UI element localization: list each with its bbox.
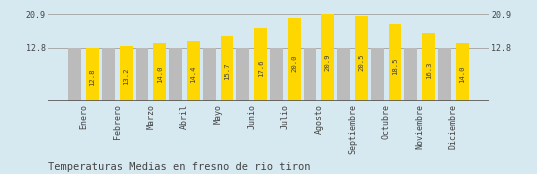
Text: 20.9: 20.9 — [325, 53, 331, 71]
Text: 14.0: 14.0 — [459, 66, 465, 84]
Bar — [187, 41, 200, 101]
Text: 16.3: 16.3 — [426, 62, 432, 79]
Bar — [389, 24, 402, 101]
Bar — [203, 48, 215, 101]
Text: 18.5: 18.5 — [392, 58, 398, 75]
Bar — [135, 48, 148, 101]
Bar — [236, 48, 249, 101]
Bar — [322, 14, 334, 101]
Bar — [303, 48, 316, 101]
Text: 20.5: 20.5 — [358, 54, 365, 71]
Bar — [68, 48, 81, 101]
Bar — [404, 48, 417, 101]
Bar — [270, 48, 283, 101]
Bar — [355, 16, 368, 101]
Text: 14.0: 14.0 — [157, 66, 163, 84]
Text: Temperaturas Medias en fresno de rio tiron: Temperaturas Medias en fresno de rio tir… — [48, 162, 311, 172]
Bar — [221, 36, 234, 101]
Bar — [438, 48, 451, 101]
Bar — [86, 48, 99, 101]
Bar — [422, 33, 435, 101]
Text: 14.4: 14.4 — [191, 65, 197, 83]
Bar — [169, 48, 182, 101]
Text: 12.8: 12.8 — [90, 68, 96, 86]
Bar — [288, 18, 301, 101]
Bar — [254, 28, 267, 101]
Text: 20.0: 20.0 — [291, 55, 297, 72]
Bar — [102, 48, 115, 101]
Bar — [456, 43, 469, 101]
Text: 17.6: 17.6 — [258, 59, 264, 77]
Bar — [120, 46, 133, 101]
Bar — [154, 43, 166, 101]
Bar — [371, 48, 383, 101]
Text: 15.7: 15.7 — [224, 63, 230, 80]
Bar — [337, 48, 350, 101]
Text: 13.2: 13.2 — [123, 68, 129, 85]
